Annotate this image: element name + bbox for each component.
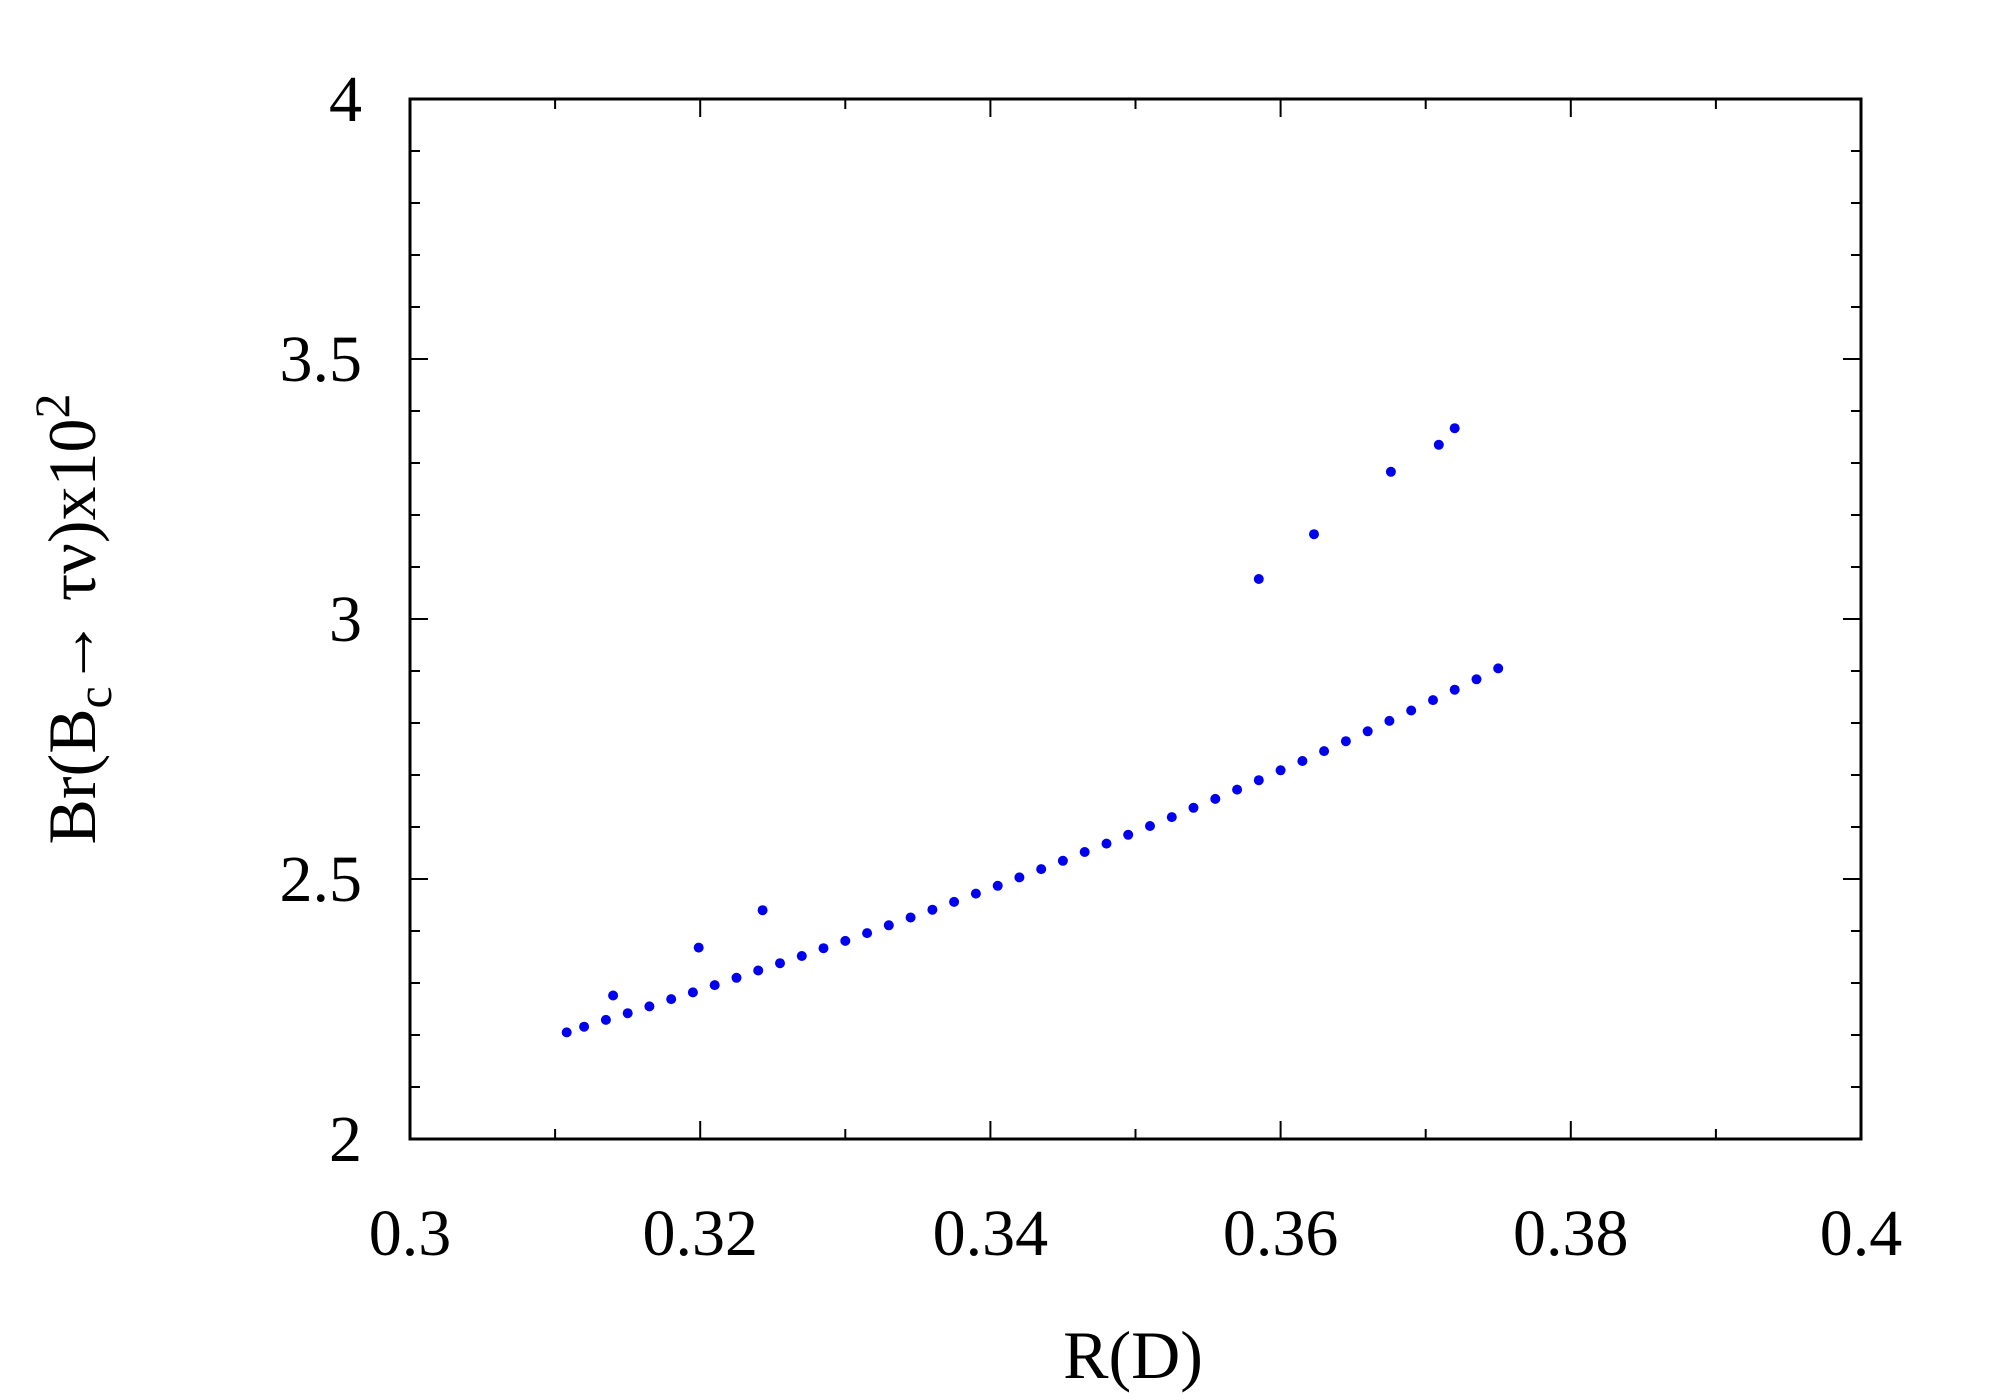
x-tick-labels: 0.3 0.32 0.34 0.36 0.38 0.4	[369, 1197, 1903, 1270]
data-point	[608, 990, 619, 1001]
x-tick-label: 0.32	[642, 1197, 758, 1270]
y-tick-label: 2	[329, 1103, 362, 1176]
data-point	[1275, 765, 1286, 776]
data-point	[757, 905, 768, 916]
data-point	[622, 1008, 633, 1019]
data-point	[1471, 674, 1482, 685]
y-tick-label: 3	[329, 583, 362, 656]
data-point	[561, 1027, 572, 1038]
data-point	[579, 1021, 590, 1032]
data-point	[1433, 439, 1444, 450]
data-point	[600, 1014, 611, 1025]
axis-ticks	[409, 98, 1862, 1140]
data-point	[1253, 775, 1264, 786]
data-point	[927, 904, 938, 915]
data-point	[1079, 847, 1090, 857]
data-point	[775, 958, 785, 969]
data-point	[693, 942, 704, 953]
data-point	[1340, 736, 1351, 747]
y-tick-labels: 2 2.5 3 3.5 4	[280, 63, 363, 1176]
data-points	[561, 423, 1504, 1038]
data-point	[1406, 705, 1417, 716]
data-point	[818, 943, 829, 954]
data-point	[970, 888, 981, 899]
y-tick-label: 3.5	[280, 323, 363, 396]
data-point	[1449, 684, 1460, 695]
data-point	[753, 965, 764, 976]
data-point	[883, 920, 894, 931]
data-point	[992, 880, 1003, 891]
data-point	[1253, 574, 1264, 584]
x-tick-label: 0.38	[1513, 1197, 1629, 1270]
y-axis-label-superscript: 2	[24, 394, 80, 419]
data-point	[840, 935, 851, 946]
data-point	[1232, 784, 1243, 795]
data-point	[1309, 529, 1319, 540]
data-point	[1493, 663, 1504, 674]
data-point	[1385, 466, 1396, 477]
data-point	[1188, 802, 1199, 813]
x-tick-label: 0.4	[1820, 1197, 1903, 1270]
data-point	[949, 896, 960, 907]
y-tick-label: 4	[329, 63, 362, 136]
data-point	[709, 980, 720, 991]
y-axis-label-prefix: Br(B	[34, 708, 110, 844]
data-point	[1166, 812, 1177, 823]
data-point	[1014, 872, 1025, 883]
y-tick-label: 2.5	[280, 843, 363, 916]
y-axis-label: Br(Bc→ τν)x102	[24, 394, 122, 845]
data-point	[796, 951, 807, 961]
data-point	[1036, 864, 1047, 875]
data-point	[1210, 793, 1221, 804]
x-tick-label: 0.34	[933, 1197, 1049, 1270]
x-axis-label: R(D)	[1063, 1317, 1203, 1393]
plot-frame	[408, 97, 1863, 1141]
data-point	[1449, 423, 1460, 434]
data-point	[1384, 715, 1395, 726]
data-point	[666, 994, 677, 1005]
data-point	[1101, 838, 1112, 849]
data-point	[1057, 855, 1068, 866]
x-tick-label: 0.3	[369, 1197, 452, 1270]
data-point	[1145, 821, 1155, 831]
data-point	[1319, 746, 1330, 757]
data-point	[1362, 726, 1373, 737]
data-point	[731, 972, 742, 983]
x-tick-label: 0.36	[1223, 1197, 1339, 1270]
data-point	[1297, 756, 1308, 766]
y-axis-label-subscript: c	[66, 686, 122, 708]
data-point	[1428, 695, 1438, 706]
data-point	[862, 928, 873, 939]
data-point	[905, 912, 916, 923]
data-point	[1123, 829, 1134, 840]
y-axis-label-middle: → τν)x10	[34, 419, 110, 687]
data-point	[687, 987, 698, 998]
data-point	[644, 1001, 655, 1012]
